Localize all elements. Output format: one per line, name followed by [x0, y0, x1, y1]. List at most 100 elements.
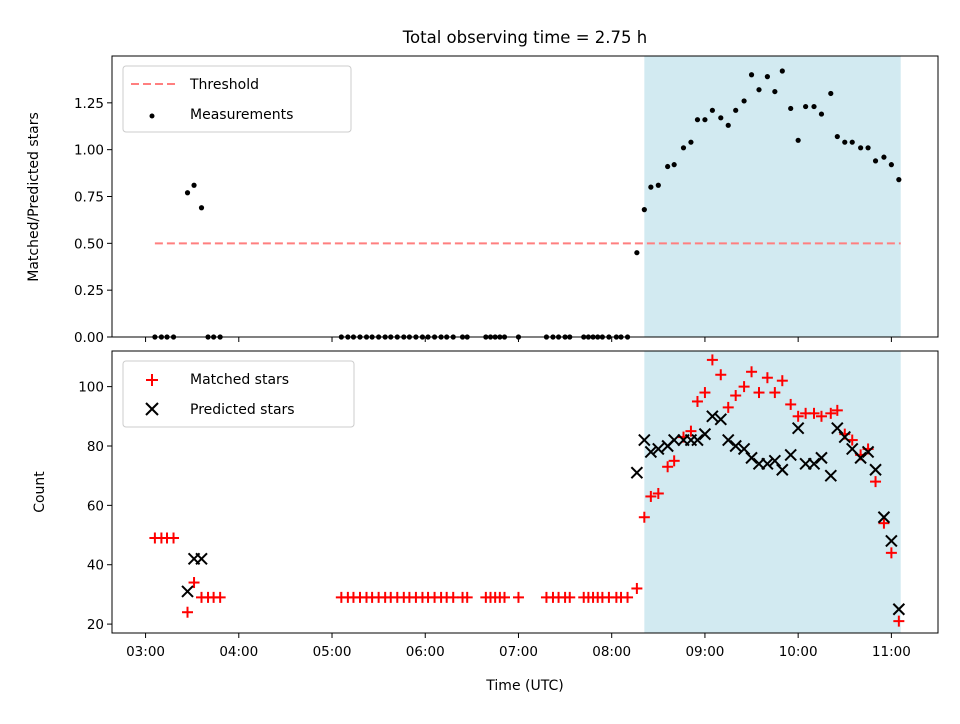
matched-star-point: [878, 517, 890, 529]
predicted-star-point: [745, 451, 758, 465]
top-legend: Threshold Measurements: [122, 65, 352, 133]
x-tick-label: 03:00: [126, 644, 165, 660]
measurement-point: [756, 87, 762, 93]
predicted-star-point: [195, 552, 208, 565]
y-tick-label: 60: [87, 498, 104, 514]
measurement-point: [803, 103, 809, 110]
measurement-point: [858, 145, 864, 151]
matched-star-point: [870, 476, 882, 488]
predicted-star-point: [630, 466, 644, 479]
matched-star-point: [738, 381, 750, 393]
predicted-star-point: [807, 457, 821, 471]
legend-matched-label: Matched stars: [190, 372, 289, 388]
measurement-point: [842, 139, 848, 145]
predicted-star-point: [698, 427, 712, 441]
matched-star-point: [168, 532, 180, 544]
matched-star-point: [685, 425, 697, 437]
measurement-point: [896, 177, 902, 183]
predicted-star-point: [761, 457, 774, 471]
predicted-star-point: [714, 413, 727, 426]
measurement-point: [718, 115, 724, 121]
measurement-point: [811, 103, 817, 110]
predicted-star-point: [854, 451, 867, 465]
measurement-point: [702, 117, 708, 123]
measurement-point: [671, 162, 677, 168]
measurement-point: [888, 162, 894, 168]
measurement-point: [828, 90, 834, 97]
measurement-point: [198, 205, 205, 211]
bottom-y-axis-label: Count: [32, 471, 48, 513]
predicted-star-point: [824, 469, 837, 482]
matched-star-point: [645, 490, 657, 502]
matched-star-point: [808, 407, 820, 419]
matched-star-point: [447, 591, 459, 603]
measurement-point: [680, 145, 687, 151]
predicted-star-point: [869, 463, 882, 476]
legend-predicted-swatch: [145, 402, 159, 416]
legend-measurements-label: Measurements: [190, 107, 293, 123]
legend-matched-swatch: [146, 374, 158, 386]
matched-star-point: [730, 390, 742, 402]
measurement-point: [872, 158, 879, 164]
top-panel: 0.00 0.25 0.50 0.75 1.00 1.25 Matched/Predict…: [26, 55, 939, 346]
matched-star-point: [699, 387, 711, 399]
matched-star-point: [631, 582, 643, 594]
predicted-star-point: [892, 603, 906, 616]
x-tick-label: 06:00: [406, 644, 445, 660]
predicted-star-point: [776, 463, 789, 476]
matched-star-point: [498, 591, 510, 603]
predicted-star-point: [652, 442, 665, 456]
matched-star-point: [662, 461, 674, 473]
bottom-y-ticks: 20 40 60 80 100: [78, 380, 112, 633]
predicted-star-point: [722, 433, 735, 447]
matched-star-point: [638, 511, 650, 523]
count-points: [149, 354, 906, 627]
top-y-axis-label: Matched/Predicted stars: [26, 112, 42, 282]
matched-star-point: [691, 395, 703, 407]
measurement-point: [795, 137, 801, 143]
matched-star-point: [715, 369, 727, 381]
y-tick-label: 0.75: [74, 190, 104, 206]
matched-star-point: [769, 387, 781, 399]
x-tick-label: 07:00: [499, 644, 538, 660]
matched-star-point: [761, 372, 773, 384]
measurement-point: [772, 88, 778, 95]
measurement-point: [655, 182, 661, 188]
top-legend-box: [122, 65, 352, 133]
top-y-ticks: 0.00 0.25 0.50 0.75 1.00 1.25: [74, 96, 112, 346]
x-tick-label: 09:00: [685, 644, 724, 660]
predicted-star-point: [768, 454, 782, 468]
measurement-point: [709, 107, 715, 113]
matched-star-point: [746, 366, 758, 378]
measurement-point: [779, 68, 785, 74]
measurement-point: [748, 72, 755, 78]
predicted-star-point: [831, 421, 844, 435]
bottom-legend: Matched stars Predicted stars: [122, 360, 355, 428]
bottom-legend-box: [122, 360, 355, 428]
legend-predicted-label: Predicted stars: [190, 402, 295, 418]
measurement-point: [788, 105, 794, 112]
measurement-point: [184, 190, 191, 196]
matched-star-point: [214, 591, 226, 603]
matched-star-point: [753, 387, 765, 399]
matched-star-point: [512, 591, 524, 603]
matched-star-point: [893, 615, 905, 627]
chart-title: Total observing time = 2.75 h: [402, 28, 647, 47]
matched-star-point: [776, 375, 788, 387]
predicted-star-point: [784, 448, 797, 462]
matched-star-point: [815, 410, 827, 422]
matched-star-point: [668, 455, 680, 467]
measurement-point: [849, 139, 855, 145]
measurement-point: [688, 139, 694, 145]
measurement-point: [641, 207, 647, 213]
y-tick-label: 0.25: [74, 283, 104, 299]
matched-star-point: [652, 487, 664, 499]
matched-star-point: [792, 410, 804, 422]
y-tick-label: 1.25: [74, 96, 104, 112]
measurement-point: [191, 182, 197, 188]
y-tick-label: 20: [87, 617, 104, 633]
predicted-star-point: [181, 585, 194, 598]
measurement-point: [741, 98, 747, 104]
matched-star-point: [706, 354, 718, 366]
measurement-point: [725, 122, 731, 128]
